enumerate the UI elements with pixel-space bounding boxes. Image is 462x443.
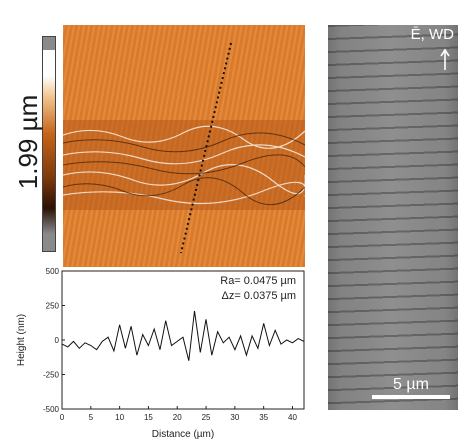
- annotation-dz: Δz= 0.0375 µm: [221, 290, 296, 302]
- x-tick-label: 5: [89, 413, 94, 422]
- y-tick-label: 250: [46, 302, 60, 311]
- y-tick-label: -500: [43, 405, 60, 414]
- x-tick-label: 20: [173, 413, 182, 422]
- x-tick-label: 10: [115, 413, 124, 422]
- height-series-line: [61, 310, 305, 361]
- x-tick-label: 15: [144, 413, 153, 422]
- x-axis-label: Distance (µm): [152, 429, 214, 440]
- y-tick-label: 500: [46, 267, 60, 276]
- x-tick-label: 25: [202, 413, 211, 422]
- sem-scalebar-label: 5 µm: [393, 376, 429, 393]
- height-profile-chart: -500 -250 0 250 500 0 5 10 15 20 25 30 35 40 Ra= 0.0…: [16, 267, 305, 440]
- x-tick-label: 30: [230, 413, 239, 422]
- afm-topography-image: [63, 25, 305, 267]
- sem-direction-label: Ē, WD: [410, 26, 454, 43]
- x-axis: 0 5 10 15 20 25 30 35 40: [60, 406, 297, 422]
- sem-image: [328, 25, 458, 410]
- y-axis-label: Height (nm): [16, 314, 27, 366]
- x-tick-label: 0: [60, 413, 65, 422]
- arrow-up-icon: [440, 48, 450, 70]
- y-axis: -500 -250 0 250 500: [43, 267, 65, 414]
- x-tick-label: 40: [288, 413, 297, 422]
- height-colorbar: [42, 36, 56, 252]
- sem-scalebar: [372, 395, 450, 399]
- y-tick-label: 0: [55, 336, 60, 345]
- x-tick-label: 35: [259, 413, 268, 422]
- annotation-ra: Ra= 0.0475 µm: [220, 275, 296, 287]
- height-scale-label: 1.99 µm: [13, 94, 43, 190]
- y-tick-label: -250: [43, 371, 60, 380]
